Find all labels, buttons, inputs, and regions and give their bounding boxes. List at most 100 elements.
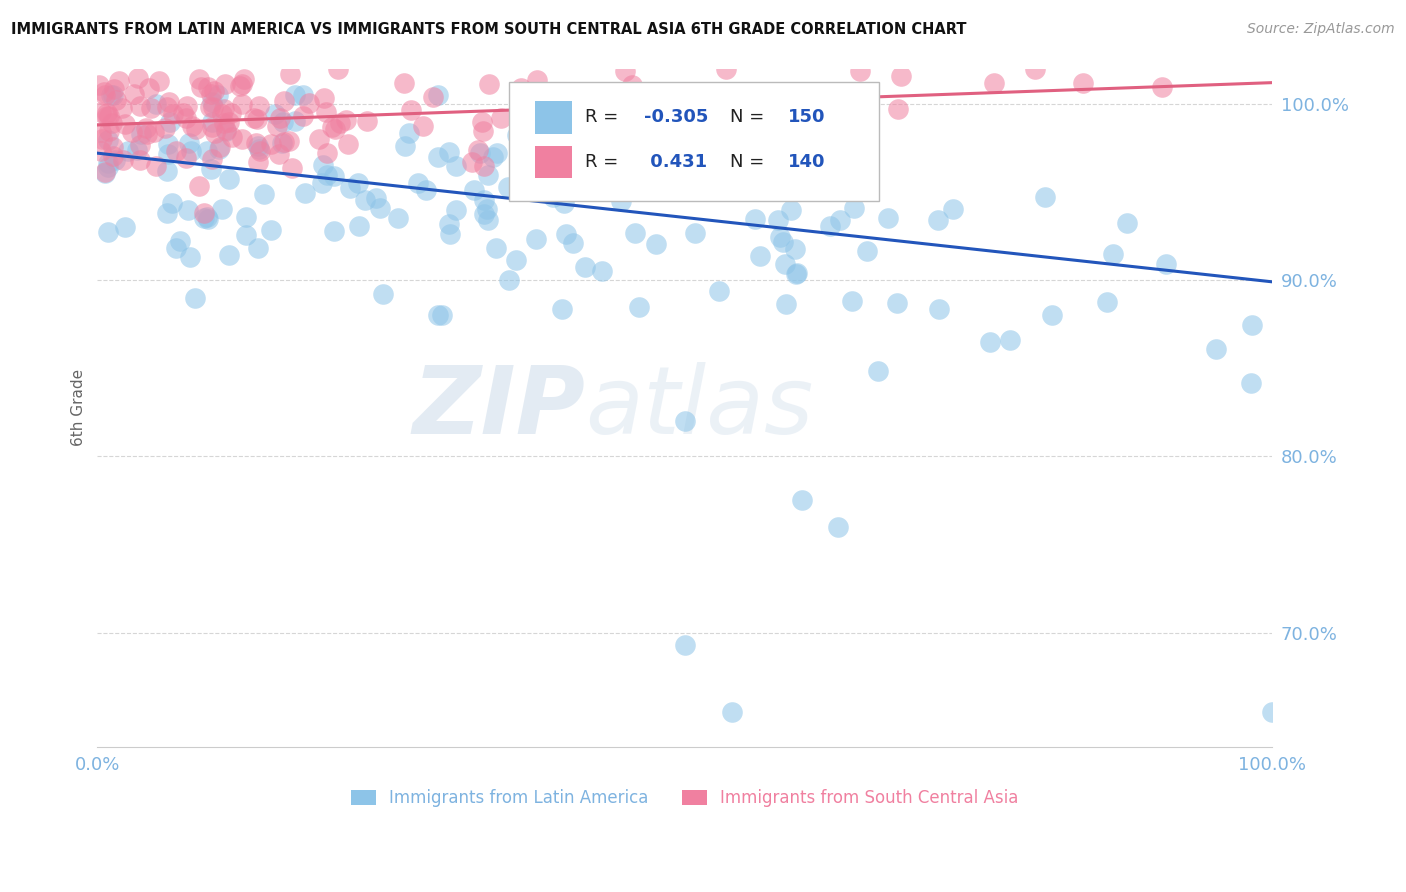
Point [129, 153, 152, 167]
Point [269, 111, 291, 125]
Point [437, 145, 460, 159]
Point [561, 235, 583, 250]
Point [983, 76, 1005, 90]
Point [356, 113, 378, 128]
Point [841, 293, 863, 308]
Point [197, 212, 219, 227]
Text: ZIP: ZIP [412, 362, 585, 454]
Point [461, 154, 484, 169]
Point [280, 161, 302, 175]
Text: Source: ZipAtlas.com: Source: ZipAtlas.com [1247, 22, 1395, 37]
Point [555, 227, 578, 241]
Point [1261, 705, 1284, 719]
Point [339, 181, 361, 195]
Point [127, 70, 149, 85]
Point [709, 150, 731, 164]
Point [184, 122, 207, 136]
Point [179, 250, 201, 264]
Point [260, 223, 283, 237]
Point [574, 176, 596, 190]
Point [887, 102, 910, 116]
Point [614, 64, 637, 78]
Point [683, 227, 706, 241]
Point [779, 202, 801, 217]
Point [93, 85, 115, 99]
Point [298, 95, 321, 110]
Point [439, 217, 461, 231]
Point [193, 205, 215, 219]
Point [143, 125, 166, 139]
Point [212, 102, 235, 116]
Point [284, 114, 307, 128]
Text: IMMIGRANTS FROM LATIN AMERICA VS IMMIGRANTS FROM SOUTH CENTRAL ASIA 6TH GRADE CO: IMMIGRANTS FROM LATIN AMERICA VS IMMIGRA… [11, 22, 967, 37]
Point [165, 242, 187, 256]
Point [1040, 308, 1063, 322]
Point [145, 159, 167, 173]
Point [211, 107, 233, 121]
Point [430, 309, 453, 323]
Point [200, 87, 222, 101]
Point [129, 127, 152, 141]
Point [90, 125, 112, 139]
Legend: Immigrants from Latin America, Immigrants from South Central Asia: Immigrants from Latin America, Immigrant… [344, 782, 1025, 814]
Point [1024, 62, 1046, 76]
Point [169, 234, 191, 248]
Point [197, 210, 219, 224]
Point [326, 62, 349, 76]
Point [569, 85, 592, 99]
Point [690, 122, 713, 136]
Point [172, 106, 194, 120]
Point [246, 139, 269, 153]
Point [101, 116, 124, 130]
Point [314, 90, 336, 104]
Point [844, 201, 866, 215]
Point [624, 226, 647, 240]
Point [139, 101, 162, 115]
Point [201, 100, 224, 114]
Bar [534, 101, 572, 134]
Point [160, 195, 183, 210]
Point [231, 132, 253, 146]
Point [246, 241, 269, 255]
Point [399, 103, 422, 118]
Point [785, 268, 807, 282]
Point [195, 145, 218, 159]
Point [505, 252, 527, 267]
Point [387, 211, 409, 225]
Point [201, 95, 224, 109]
Point [321, 120, 343, 135]
Point [174, 152, 197, 166]
Text: atlas: atlas [585, 362, 813, 453]
Point [673, 128, 696, 142]
Point [315, 168, 337, 182]
Point [235, 227, 257, 242]
Point [548, 110, 571, 124]
Point [446, 202, 468, 217]
Point [408, 177, 430, 191]
Point [278, 67, 301, 81]
Point [90, 131, 112, 145]
Point [156, 163, 179, 178]
Point [485, 146, 508, 161]
Point [820, 150, 842, 164]
Point [127, 143, 149, 157]
Point [111, 153, 134, 168]
Point [477, 213, 499, 227]
Point [394, 138, 416, 153]
Point [979, 334, 1001, 349]
Point [101, 149, 124, 163]
Point [427, 309, 450, 323]
Point [97, 225, 120, 239]
Point [174, 111, 197, 125]
Point [94, 88, 117, 103]
Point [214, 77, 236, 91]
Point [472, 193, 495, 207]
Point [87, 78, 110, 93]
Point [772, 235, 794, 250]
Point [673, 414, 696, 428]
Point [156, 146, 179, 161]
Y-axis label: 6th Grade: 6th Grade [72, 369, 86, 447]
Point [1116, 216, 1139, 230]
Point [188, 178, 211, 193]
Point [581, 129, 603, 144]
